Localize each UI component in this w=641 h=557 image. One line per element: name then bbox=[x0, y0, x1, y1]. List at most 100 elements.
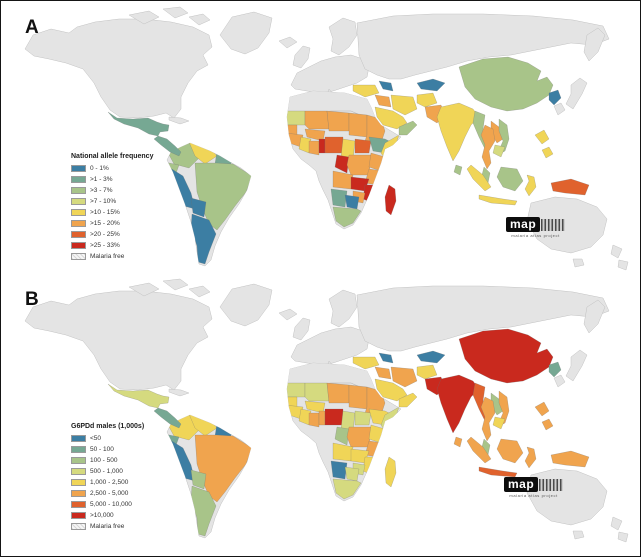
legend-item-label: Malaria free bbox=[90, 523, 125, 530]
legend-item-label: 50 - 100 bbox=[90, 446, 114, 453]
legend-swatch bbox=[71, 500, 86, 509]
legend-swatch bbox=[71, 208, 86, 217]
north_korea-shape bbox=[548, 361, 562, 378]
legend-item-label: 100 - 500 bbox=[90, 457, 118, 464]
namibia-shape bbox=[330, 460, 348, 480]
panel-a: A National allele frequency 0 - 1% >1 - 3… bbox=[9, 5, 635, 277]
new_guinea-shape bbox=[550, 450, 590, 468]
iran-shape bbox=[390, 94, 418, 116]
map-logo-subtext: malaria atlas project bbox=[511, 233, 560, 238]
benin_togo-shape bbox=[318, 410, 326, 426]
japan-shape bbox=[565, 77, 588, 110]
legend-swatch bbox=[71, 175, 86, 184]
afghanistan-shape bbox=[416, 92, 438, 108]
russia-shape bbox=[356, 13, 610, 80]
kamchatka-shape bbox=[583, 27, 606, 62]
central_america-shape bbox=[153, 407, 182, 429]
south_korea-shape bbox=[553, 374, 566, 388]
sumatra-shape bbox=[466, 436, 492, 464]
legend-item: >15 - 20% bbox=[71, 218, 153, 229]
congo_gabon-shape bbox=[334, 154, 350, 174]
yemen_oman-shape bbox=[398, 392, 418, 408]
world-map-b bbox=[24, 278, 629, 543]
russia-shape bbox=[356, 285, 610, 352]
borneo-shape bbox=[496, 166, 524, 192]
legend-item-label: >1 - 3% bbox=[90, 176, 113, 183]
new_zealand-shape bbox=[610, 516, 629, 543]
legend-item: 5,000 - 10,000 bbox=[71, 499, 144, 510]
niger-shape bbox=[326, 110, 350, 132]
legend-swatch bbox=[71, 445, 86, 454]
china-shape bbox=[458, 328, 554, 384]
legend-swatch bbox=[71, 434, 86, 443]
legend-item: Malaria free bbox=[71, 251, 153, 262]
legend-a-items: 0 - 1% >1 - 3% >3 - 7% >7 - 10% >10 - 15% >15… bbox=[71, 163, 153, 262]
legend-item: 1,000 - 2,500 bbox=[71, 477, 144, 488]
turkey-shape bbox=[352, 356, 380, 370]
java-shape bbox=[478, 194, 518, 206]
legend-item: 0 - 1% bbox=[71, 163, 153, 174]
central_asia-shape bbox=[416, 78, 446, 92]
panel-a-label: A bbox=[25, 17, 39, 38]
philippines-shape bbox=[534, 129, 554, 159]
legend-item: >10 - 15% bbox=[71, 207, 153, 218]
legend-item: 100 - 500 bbox=[71, 455, 144, 466]
map-logo-row: map bbox=[504, 477, 564, 492]
nigeria-shape bbox=[324, 408, 344, 426]
legend-swatch bbox=[71, 478, 86, 487]
legend-item-label: 500 - 1,000 bbox=[90, 468, 123, 475]
madagascar-shape bbox=[384, 456, 397, 488]
bolivia-shape bbox=[190, 469, 207, 490]
sulawesi-shape bbox=[524, 446, 537, 469]
mauritania-shape bbox=[287, 382, 306, 398]
botswana-shape bbox=[344, 194, 360, 210]
map-logo-wordmark: map bbox=[504, 477, 539, 492]
yemen_oman-shape bbox=[398, 120, 418, 136]
legend-swatch-hatched bbox=[71, 252, 86, 261]
legend-item: >1 - 3% bbox=[71, 174, 153, 185]
south_africa-shape bbox=[332, 478, 362, 500]
iran-shape bbox=[390, 366, 418, 388]
north_america-shape bbox=[24, 18, 213, 119]
bolivia-shape bbox=[190, 197, 207, 218]
niger-shape bbox=[326, 382, 350, 404]
legend-item: 500 - 1,000 bbox=[71, 466, 144, 477]
car-shape bbox=[354, 138, 372, 154]
north_america-shape bbox=[24, 290, 213, 391]
sri_lanka-shape bbox=[453, 436, 463, 448]
chad-shape bbox=[348, 112, 368, 138]
mali-shape bbox=[304, 110, 330, 130]
legend-item: >20 - 25% bbox=[71, 229, 153, 240]
sulawesi-shape bbox=[524, 174, 537, 197]
chad-shape bbox=[348, 384, 368, 410]
legend-item-label: >3 - 7% bbox=[90, 187, 113, 194]
sri_lanka-shape bbox=[453, 164, 463, 176]
legend-item-label: Malaria free bbox=[90, 253, 125, 260]
legend-item-label: >10 - 15% bbox=[90, 209, 120, 216]
legend-item: <50 bbox=[71, 433, 144, 444]
legend-item-label: >15 - 20% bbox=[90, 220, 120, 227]
legend-b-items: <50 50 - 100 100 - 500 500 - 1,000 1,000 - 2… bbox=[71, 433, 144, 532]
ghana-shape bbox=[308, 412, 320, 428]
legend-swatch bbox=[71, 230, 86, 239]
north_korea-shape bbox=[548, 89, 562, 106]
mexico-shape bbox=[107, 111, 170, 137]
cuba-shape bbox=[168, 116, 190, 125]
arctic_islands-shape bbox=[128, 6, 211, 26]
sumatra-shape bbox=[466, 164, 492, 192]
turkey-shape bbox=[352, 84, 380, 98]
uk-shape bbox=[292, 45, 311, 69]
java-shape bbox=[478, 466, 518, 478]
legend-item-label: <50 bbox=[90, 435, 102, 442]
panel-b: B G6PDd males (1,000s) <50 50 - 100 100 - … bbox=[9, 277, 635, 549]
legend-item-label: 0 - 1% bbox=[90, 165, 109, 172]
caucasus-shape bbox=[378, 352, 394, 364]
tasmania-shape bbox=[572, 530, 585, 540]
cuba-shape bbox=[168, 388, 190, 397]
botswana-shape bbox=[344, 466, 360, 482]
china-shape bbox=[458, 56, 554, 112]
iceland-shape bbox=[278, 308, 298, 321]
cambodia-shape bbox=[492, 416, 506, 430]
mexico-shape bbox=[107, 383, 170, 409]
south_africa-shape bbox=[332, 206, 362, 228]
